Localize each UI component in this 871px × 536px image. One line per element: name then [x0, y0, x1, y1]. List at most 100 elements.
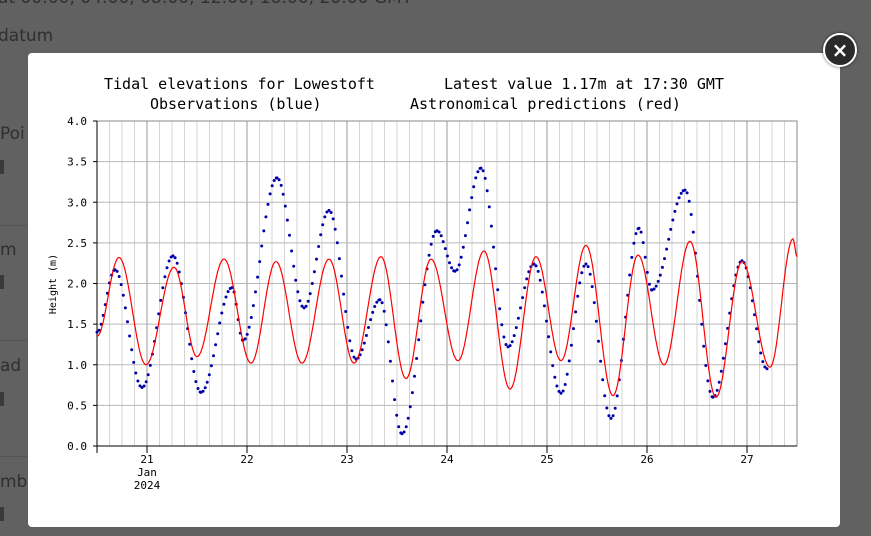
observation-point	[584, 262, 588, 266]
chart-series	[95, 166, 798, 436]
observation-point	[673, 209, 677, 213]
observation-point	[285, 218, 289, 222]
observation-point	[563, 383, 567, 386]
observation-point	[220, 311, 224, 315]
y-tick-label: 4.0	[67, 115, 87, 128]
observation-point	[607, 414, 611, 418]
observation-point	[516, 316, 520, 320]
observation-point	[605, 406, 609, 410]
observation-point	[371, 310, 375, 314]
observation-point	[335, 241, 339, 245]
observation-point	[721, 356, 725, 360]
observation-point	[645, 270, 649, 274]
observation-point	[175, 261, 179, 265]
observation-point	[406, 416, 410, 420]
chart-grid	[96, 120, 798, 447]
observation-point	[402, 430, 406, 434]
observation-point	[687, 199, 691, 203]
y-tick-label: 2.5	[67, 237, 87, 250]
observation-point	[561, 389, 565, 393]
observation-point	[266, 202, 270, 206]
observation-point	[474, 176, 478, 180]
y-tick-label: 0.0	[67, 440, 87, 453]
observation-point	[369, 318, 373, 322]
observation-point	[408, 405, 412, 409]
observation-point	[643, 255, 647, 259]
observation-point	[700, 322, 704, 326]
observation-point	[660, 265, 664, 269]
observation-point	[547, 335, 551, 339]
observation-point	[375, 300, 379, 304]
observation-point	[461, 245, 465, 249]
observation-point	[136, 379, 140, 383]
observation-point	[404, 425, 408, 429]
background-field-1	[0, 160, 4, 174]
observation-point	[479, 166, 483, 170]
observation-point	[148, 363, 152, 367]
observation-point	[582, 264, 586, 268]
observation-point	[441, 240, 445, 244]
observation-point	[677, 196, 681, 200]
observation-point	[639, 230, 643, 234]
close-button[interactable]: ×	[823, 33, 857, 67]
observation-point	[594, 319, 598, 323]
observation-point	[272, 179, 276, 182]
observation-point	[380, 301, 384, 305]
observation-point	[755, 327, 759, 331]
observation-point	[580, 271, 584, 275]
observation-point	[397, 425, 401, 429]
observation-point	[254, 290, 257, 294]
observation-point	[483, 176, 487, 180]
observation-point	[675, 202, 679, 206]
observation-point	[190, 357, 194, 361]
observation-point	[333, 227, 337, 231]
observation-point	[551, 364, 555, 368]
observation-point	[459, 255, 463, 259]
observation-point	[388, 359, 392, 363]
observation-point	[159, 298, 163, 302]
background-divider-2	[0, 340, 28, 341]
observation-point	[685, 191, 689, 195]
observation-point	[134, 371, 138, 375]
observation-point	[262, 229, 266, 233]
observation-point	[510, 340, 514, 344]
x-tick-label: 27	[740, 453, 753, 466]
observation-point	[628, 273, 632, 277]
observation-point	[641, 241, 645, 245]
observation-point	[463, 234, 467, 238]
observation-point	[708, 389, 712, 393]
observation-point	[167, 259, 171, 263]
observation-point	[652, 287, 656, 291]
observation-point	[711, 395, 715, 399]
observation-point	[119, 283, 123, 287]
observation-point	[243, 337, 247, 341]
observation-point	[647, 282, 651, 286]
observation-point	[448, 261, 451, 265]
observation-point	[485, 189, 489, 193]
observation-point	[512, 334, 516, 338]
observation-point	[540, 290, 544, 294]
observation-point	[115, 269, 119, 273]
observation-point	[553, 375, 557, 379]
observation-point	[319, 233, 323, 237]
observation-point	[161, 286, 165, 290]
observation-point	[258, 260, 262, 264]
observation-point	[292, 264, 296, 268]
observation-point	[277, 178, 281, 182]
x-tick-label: 25	[540, 453, 553, 466]
observation-point	[393, 398, 397, 402]
observation-point	[665, 247, 669, 251]
observation-point	[205, 380, 209, 384]
x-tick-label: 24	[440, 453, 454, 466]
observation-point	[519, 306, 522, 310]
observation-point	[163, 275, 167, 279]
observation-point	[247, 325, 251, 329]
observation-point	[578, 281, 582, 285]
observation-point	[702, 344, 706, 348]
observation-point	[294, 278, 298, 282]
observation-point	[321, 223, 325, 227]
observation-point	[268, 192, 272, 196]
observation-point	[663, 257, 666, 261]
observation-point	[395, 413, 399, 417]
observation-point	[270, 184, 274, 188]
